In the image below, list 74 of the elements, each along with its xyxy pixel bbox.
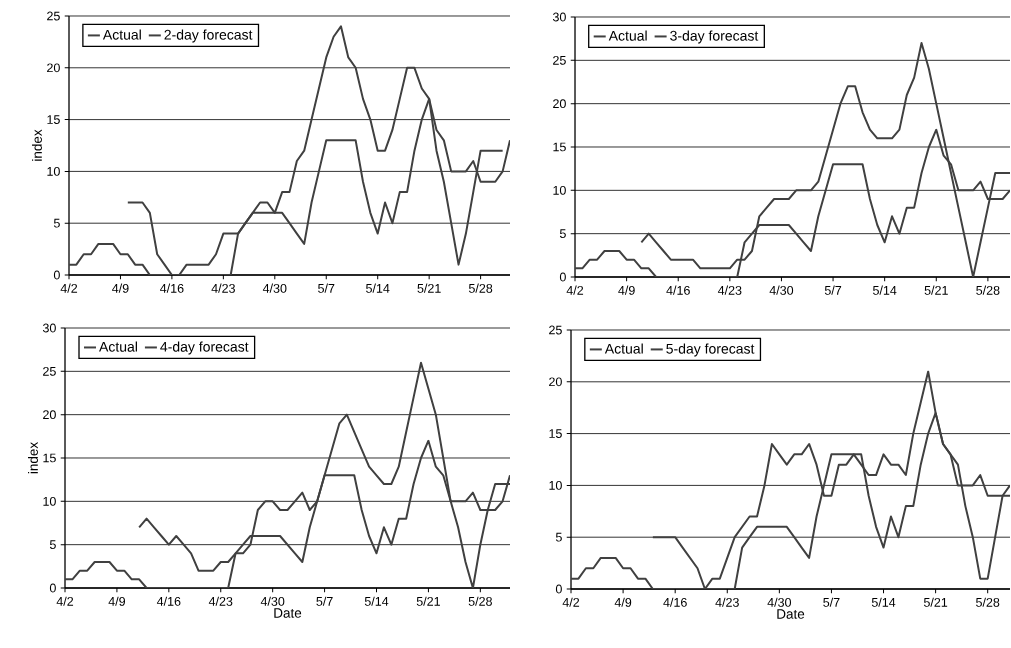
y-tick-label: 5 bbox=[559, 229, 566, 239]
x-tick-label: 5/28 bbox=[976, 285, 1000, 295]
x-tick-label: 5/21 bbox=[924, 285, 948, 295]
y-tick-label: 5 bbox=[53, 218, 60, 228]
x-tick-label: 4/23 bbox=[717, 285, 742, 295]
legend-label: 2-day forecast bbox=[164, 29, 253, 43]
y-tick-label: 5 bbox=[555, 532, 562, 542]
y-tick-label: 15 bbox=[549, 429, 562, 438]
y-tick-label: 20 bbox=[553, 99, 566, 109]
x-tick-label: 4/16 bbox=[160, 283, 184, 293]
y-tick-label: 15 bbox=[47, 115, 60, 124]
x-tick-label: 4/9 bbox=[108, 596, 126, 606]
x-tick-label: 4/2 bbox=[60, 283, 78, 293]
y-tick-label: 25 bbox=[47, 11, 60, 21]
y-tick-label: 30 bbox=[42, 323, 56, 333]
x-tick-label: 4/30 bbox=[260, 596, 285, 606]
x-tick-label: 5/14 bbox=[366, 283, 390, 293]
y-axis-title: index bbox=[28, 442, 38, 474]
x-tick-label: 4/9 bbox=[112, 283, 129, 293]
x-axis-title: Date bbox=[777, 609, 805, 619]
y-tick-label: 25 bbox=[549, 325, 562, 335]
x-tick-label: 5/21 bbox=[417, 283, 441, 293]
legend-label: 5-day forecast bbox=[666, 343, 755, 357]
x-tick-label: 5/28 bbox=[976, 597, 1000, 607]
y-tick-label: 20 bbox=[43, 410, 56, 420]
y-tick-label: 10 bbox=[553, 185, 566, 195]
x-tick-label: 4/23 bbox=[715, 597, 739, 607]
x-tick-label: 4/16 bbox=[156, 596, 181, 606]
x-tick-label: 4/23 bbox=[208, 596, 233, 606]
legend-label: Actual bbox=[608, 30, 647, 41]
x-tick-label: 4/30 bbox=[767, 597, 792, 607]
legend-label: Actual bbox=[604, 343, 643, 354]
legend-label: Actual bbox=[102, 29, 141, 40]
x-tick-label: 5/7 bbox=[824, 285, 842, 295]
legend-label: Actual bbox=[99, 341, 137, 352]
y-tick-label: 5 bbox=[49, 540, 56, 550]
y-tick-label: 25 bbox=[553, 55, 566, 65]
x-tick-label: 4/30 bbox=[769, 285, 794, 295]
x-tick-label: 4/9 bbox=[614, 597, 632, 607]
legend-label: 3-day forecast bbox=[670, 30, 759, 44]
x-tick-label: 5/14 bbox=[871, 597, 896, 607]
x-tick-label: 5/14 bbox=[873, 285, 897, 295]
x-tick-label: 4/16 bbox=[666, 285, 690, 295]
x-tick-label: 4/23 bbox=[211, 283, 235, 293]
x-axis-title: Date bbox=[274, 608, 302, 618]
x-tick-label: 5/28 bbox=[468, 283, 493, 293]
y-axis-title: index bbox=[32, 129, 42, 161]
y-tick-label: 30 bbox=[552, 12, 566, 22]
x-tick-label: 5/21 bbox=[923, 597, 948, 607]
x-tick-label: 5/28 bbox=[468, 596, 492, 606]
x-tick-label: 5/21 bbox=[416, 596, 440, 606]
y-tick-label: 20 bbox=[47, 63, 60, 73]
x-tick-label: 4/9 bbox=[618, 285, 635, 295]
y-tick-label: 0 bbox=[559, 272, 566, 282]
y-tick-label: 15 bbox=[553, 142, 566, 152]
y-tick-label: 10 bbox=[549, 480, 562, 490]
y-tick-label: 0 bbox=[49, 583, 56, 593]
y-tick-label: 10 bbox=[43, 496, 56, 506]
x-tick-label: 5/7 bbox=[823, 597, 840, 607]
x-tick-label: 4/16 bbox=[663, 597, 687, 607]
x-tick-label: 5/14 bbox=[364, 596, 389, 606]
x-tick-label: 5/7 bbox=[318, 283, 335, 293]
x-tick-label: 4/2 bbox=[562, 597, 580, 607]
x-tick-label: 5/7 bbox=[316, 596, 333, 606]
y-tick-label: 10 bbox=[47, 166, 60, 176]
y-tick-label: 0 bbox=[53, 270, 60, 280]
y-tick-label: 0 bbox=[555, 584, 562, 594]
x-tick-label: 4/2 bbox=[566, 285, 584, 295]
y-tick-label: 15 bbox=[43, 453, 56, 463]
y-tick-label: 25 bbox=[43, 366, 56, 376]
legend-label: 4-day forecast bbox=[160, 341, 249, 355]
y-tick-label: 20 bbox=[549, 377, 562, 387]
x-tick-label: 4/2 bbox=[56, 596, 74, 606]
x-tick-label: 4/30 bbox=[262, 283, 287, 293]
